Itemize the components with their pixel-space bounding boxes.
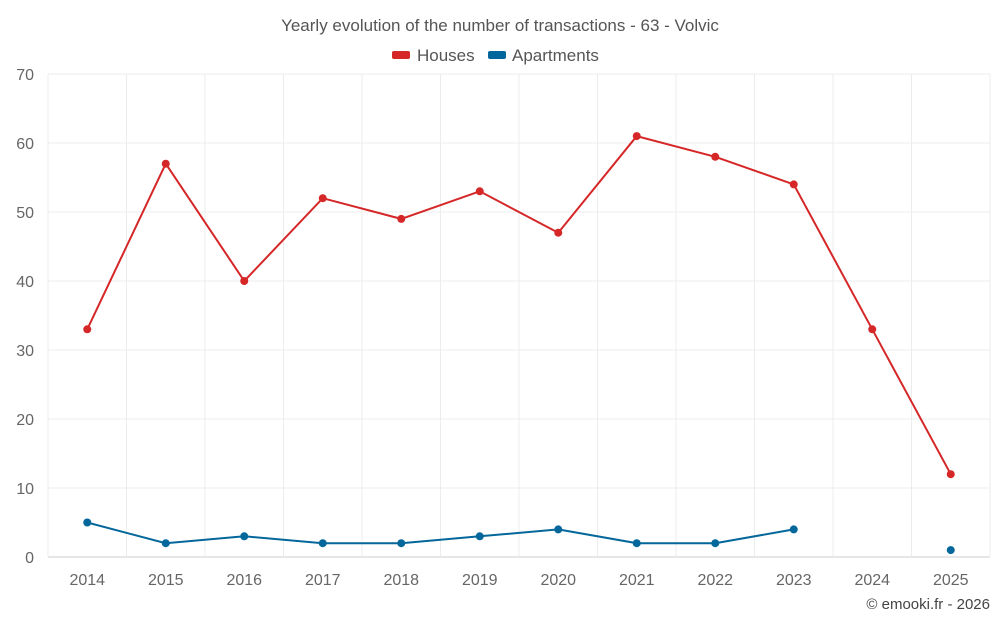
- y-tick-label: 10: [16, 481, 34, 498]
- series-apartments: [83, 518, 955, 555]
- legend: Houses Apartments: [392, 46, 599, 65]
- y-tick-label: 30: [16, 343, 34, 360]
- x-tick-label: 2023: [776, 572, 812, 589]
- x-tick-label: 2017: [305, 572, 341, 589]
- data-point-apartments[interactable]: [161, 539, 170, 548]
- data-point-apartments[interactable]: [789, 525, 798, 534]
- data-point-houses[interactable]: [397, 214, 406, 223]
- legend-swatch-apartments: [488, 51, 506, 59]
- y-tick-label: 70: [16, 67, 34, 84]
- x-tick-label: 2022: [697, 572, 733, 589]
- y-tick-label: 40: [16, 274, 34, 291]
- data-point-houses[interactable]: [868, 325, 877, 334]
- data-point-houses[interactable]: [711, 152, 720, 161]
- data-point-apartments[interactable]: [318, 539, 327, 548]
- data-point-houses[interactable]: [554, 228, 563, 237]
- data-point-apartments[interactable]: [240, 532, 249, 541]
- data-point-houses[interactable]: [318, 194, 327, 203]
- axes: 0 10 20 30 40 50 60 70 2014 2015 2016 2017 2018 2019 2…: [16, 67, 968, 589]
- series-line-houses: [86, 134, 952, 475]
- x-tick-label: 2025: [933, 572, 969, 589]
- x-tick-label: 2020: [540, 572, 576, 589]
- legend-swatch-houses: [392, 51, 410, 59]
- data-point-houses[interactable]: [789, 180, 798, 189]
- y-tick-label: 0: [25, 550, 34, 567]
- x-tick-label: 2021: [619, 572, 655, 589]
- y-tick-label: 60: [16, 136, 34, 153]
- grid: [47, 73, 991, 558]
- x-tick-label: 2014: [69, 572, 105, 589]
- x-tick-label: 2015: [148, 572, 184, 589]
- data-point-apartments[interactable]: [711, 539, 720, 548]
- data-point-houses[interactable]: [83, 325, 92, 334]
- legend-label-apartments[interactable]: Apartments: [512, 46, 599, 65]
- series-houses: [83, 132, 955, 479]
- data-point-apartments[interactable]: [475, 532, 484, 541]
- x-tick-label: 2016: [226, 572, 262, 589]
- data-point-apartments[interactable]: [554, 525, 563, 534]
- data-point-houses[interactable]: [161, 159, 170, 168]
- credit-text: © emooki.fr - 2026: [866, 596, 990, 613]
- data-point-houses[interactable]: [946, 470, 955, 479]
- data-point-apartments[interactable]: [397, 539, 406, 548]
- legend-label-houses[interactable]: Houses: [417, 46, 475, 65]
- series-group: [83, 132, 955, 555]
- y-tick-label: 50: [16, 205, 34, 222]
- data-point-houses[interactable]: [240, 277, 249, 285]
- x-tick-label: 2018: [383, 572, 419, 589]
- x-tick-label: 2019: [462, 572, 498, 589]
- y-tick-label: 20: [16, 412, 34, 429]
- chart-title: Yearly evolution of the number of transa…: [281, 16, 719, 35]
- data-point-houses[interactable]: [475, 187, 484, 196]
- x-tick-label: 2024: [854, 572, 890, 589]
- data-point-apartments[interactable]: [632, 539, 641, 548]
- data-point-apartments[interactable]: [83, 518, 92, 527]
- series-line-apartments: [86, 521, 794, 545]
- data-point-houses[interactable]: [632, 132, 641, 141]
- data-point-apartments[interactable]: [946, 546, 955, 555]
